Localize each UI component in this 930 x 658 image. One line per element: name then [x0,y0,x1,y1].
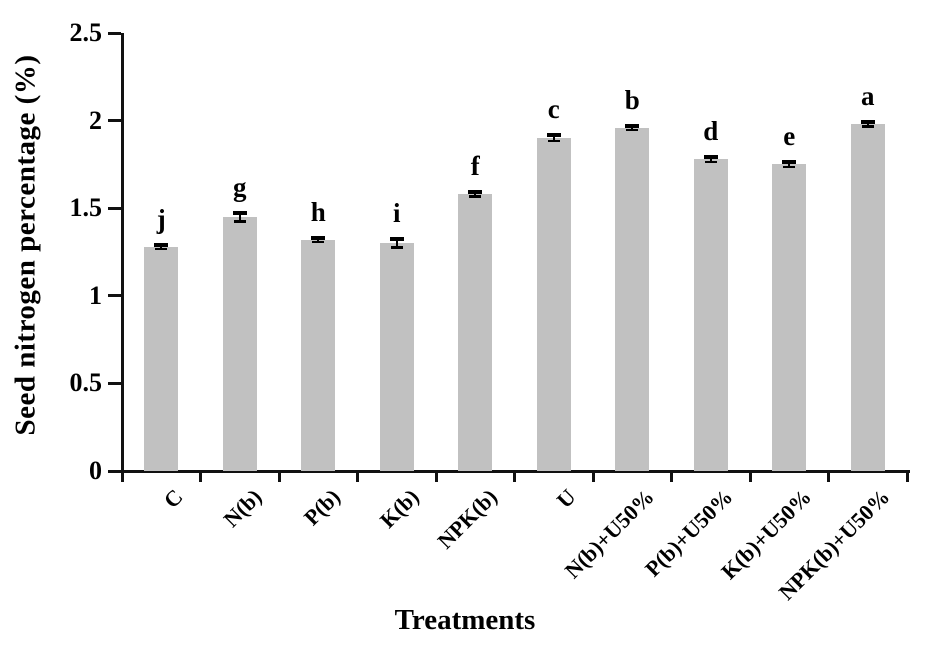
bar [144,246,179,471]
y-axis-tick [108,469,121,473]
x-axis-tick [513,472,516,482]
y-axis-tick [108,31,121,35]
y-tick-label: 2.5 [69,18,103,47]
error-bar [866,122,869,127]
significance-letter: i [392,198,401,229]
error-bar-cap-bottom [312,240,325,244]
significance-letter: a [861,81,875,111]
error-bar [709,156,712,162]
error-bar [474,192,477,197]
error-bar-cap-bottom [861,125,874,128]
error-bar-cap-top [154,242,169,247]
error-bar-cap-bottom [626,128,639,132]
bar [301,239,336,471]
x-tick-label-text: P(b) [298,484,345,531]
significance-letter: g [233,171,247,202]
x-axis-tick [199,472,202,482]
bar [850,124,885,471]
significance-letter: c [547,94,560,125]
significance-letter: e [783,121,796,152]
error-bar [395,239,398,248]
x-axis-tick [905,472,909,482]
error-bar [552,135,555,141]
y-tick-label: 0.5 [69,368,103,398]
x-axis-tick [827,472,830,482]
y-axis-tick [108,119,121,123]
y-axis-tick [108,381,121,385]
y-tick-label: 2 [89,105,102,135]
significance-letter: j [156,203,166,234]
error-bar [238,212,241,222]
x-tick-label-text: U [551,484,581,513]
bar [615,127,650,471]
significance-letter: b [624,84,640,115]
bar [379,243,414,471]
x-tick-label-text: C [159,484,188,513]
error-bar [317,237,320,242]
bar [536,138,571,471]
x-axis-tick [748,472,752,482]
error-bar-cap-bottom [547,139,560,143]
x-axis-tick [356,472,359,482]
error-bar-cap-top [625,123,640,128]
y-axis-tick [108,206,121,210]
significance-letter: f [470,151,480,182]
bar [772,164,807,471]
error-bar-cap-top [546,133,561,138]
bar [458,194,493,471]
error-bar-cap-bottom [704,160,717,164]
x-tick-label-text: K(b) [374,484,424,533]
error-bar-cap-top [311,235,326,240]
error-bar-cap-top [389,237,404,242]
error-bar-cap-bottom [390,246,403,249]
error-bar-cap-bottom [469,195,482,198]
y-axis-tick [108,294,121,298]
error-bar [160,244,163,249]
error-bar-cap-top [232,210,247,215]
x-axis-tick [120,472,124,482]
error-bar-cap-bottom [233,220,246,223]
x-axis-tick [277,472,281,482]
error-bar-cap-top [703,154,718,159]
x-axis-tick [434,472,438,482]
bar [693,159,728,471]
error-bar-cap-bottom [155,247,168,251]
significance-letter: d [703,115,719,146]
x-tick-label-text: N(b) [218,484,267,532]
x-axis-tick [670,472,673,482]
y-tick-label: 1.5 [69,193,103,223]
error-bar-cap-top [860,120,875,124]
significance-letter: h [310,196,326,227]
x-tick-label-text: NPK(b) [432,484,502,554]
x-axis-title: Treatments [394,604,536,636]
error-bar-cap-top [468,190,483,195]
y-axis-line [120,33,124,474]
bar [222,216,257,471]
error-bar-cap-top [782,160,797,165]
error-bar-cap-bottom [783,165,796,168]
error-bar [788,162,791,167]
y-tick-label: 1 [89,280,102,310]
x-axis-tick [591,472,595,482]
error-bar [631,125,634,130]
x-axis-line [120,469,910,473]
y-tick-label: 0 [89,456,102,485]
